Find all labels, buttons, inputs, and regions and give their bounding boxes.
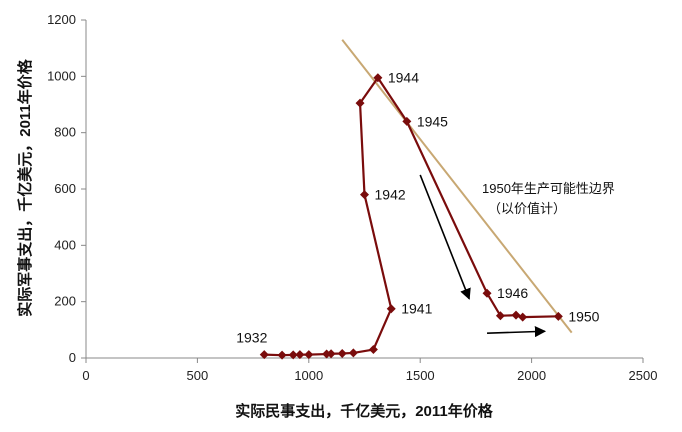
data-point bbox=[360, 190, 369, 200]
data-point bbox=[326, 349, 336, 359]
x-tick-label: 2500 bbox=[629, 368, 658, 383]
frontier-label-line1: 1950年生产可能性边界 bbox=[482, 181, 615, 196]
data-point bbox=[373, 73, 383, 83]
data-point bbox=[277, 350, 287, 360]
year-label: 1946 bbox=[497, 285, 528, 301]
x-tick-label: 0 bbox=[82, 368, 89, 383]
x-tick-label: 500 bbox=[187, 368, 209, 383]
frontier-label-line2: （以价值计） bbox=[488, 201, 566, 216]
data-point bbox=[495, 311, 505, 321]
year-label: 1932 bbox=[236, 330, 267, 346]
data-point bbox=[511, 310, 521, 320]
year-label: 1950 bbox=[568, 308, 599, 324]
axes: 0 200 400 600 800 1000 1200 0 500 1000 1500 2000 250… bbox=[47, 12, 657, 383]
y-tick-label: 1000 bbox=[47, 68, 76, 83]
data-point bbox=[288, 350, 298, 360]
year-label: 1941 bbox=[401, 301, 432, 317]
x-tick-label: 1500 bbox=[406, 368, 435, 383]
data-point bbox=[304, 350, 314, 360]
data-point bbox=[402, 116, 412, 126]
y-tick-label: 600 bbox=[54, 181, 76, 196]
y-tick-label: 400 bbox=[54, 237, 76, 252]
data-point bbox=[553, 311, 563, 321]
data-point bbox=[482, 288, 492, 298]
x-tick-label: 2000 bbox=[517, 368, 546, 383]
x-axis-title: 实际民事支出，千亿美元，2011年价格 bbox=[235, 402, 494, 420]
data-point bbox=[295, 350, 305, 360]
frontier-line bbox=[341, 39, 573, 334]
data-point bbox=[368, 345, 378, 355]
data-point bbox=[355, 98, 365, 108]
y-tick-label: 800 bbox=[54, 125, 76, 140]
arrow-layer bbox=[419, 174, 547, 338]
y-tick-label: 1200 bbox=[47, 12, 76, 27]
direction-arrow bbox=[419, 174, 471, 300]
year-label: 1945 bbox=[417, 113, 448, 129]
x-tick-label: 1000 bbox=[294, 368, 323, 383]
year-label: 1942 bbox=[375, 187, 406, 203]
year-label: 1944 bbox=[388, 70, 419, 86]
data-point bbox=[259, 350, 269, 360]
y-tick-label: 0 bbox=[69, 350, 76, 365]
series-layer bbox=[259, 73, 563, 360]
data-point bbox=[386, 304, 396, 314]
y-tick-label: 200 bbox=[54, 294, 76, 309]
data-point bbox=[348, 348, 358, 358]
data-point bbox=[518, 312, 528, 322]
frontier-layer bbox=[341, 39, 573, 334]
data-point bbox=[337, 348, 347, 358]
label-layer: 1932 1941 1942 1944 1945 1946 1950 bbox=[236, 70, 599, 346]
y-axis-title: 实际军事支出，千亿美元，2011年价格 bbox=[16, 58, 34, 317]
direction-arrow bbox=[487, 325, 547, 338]
